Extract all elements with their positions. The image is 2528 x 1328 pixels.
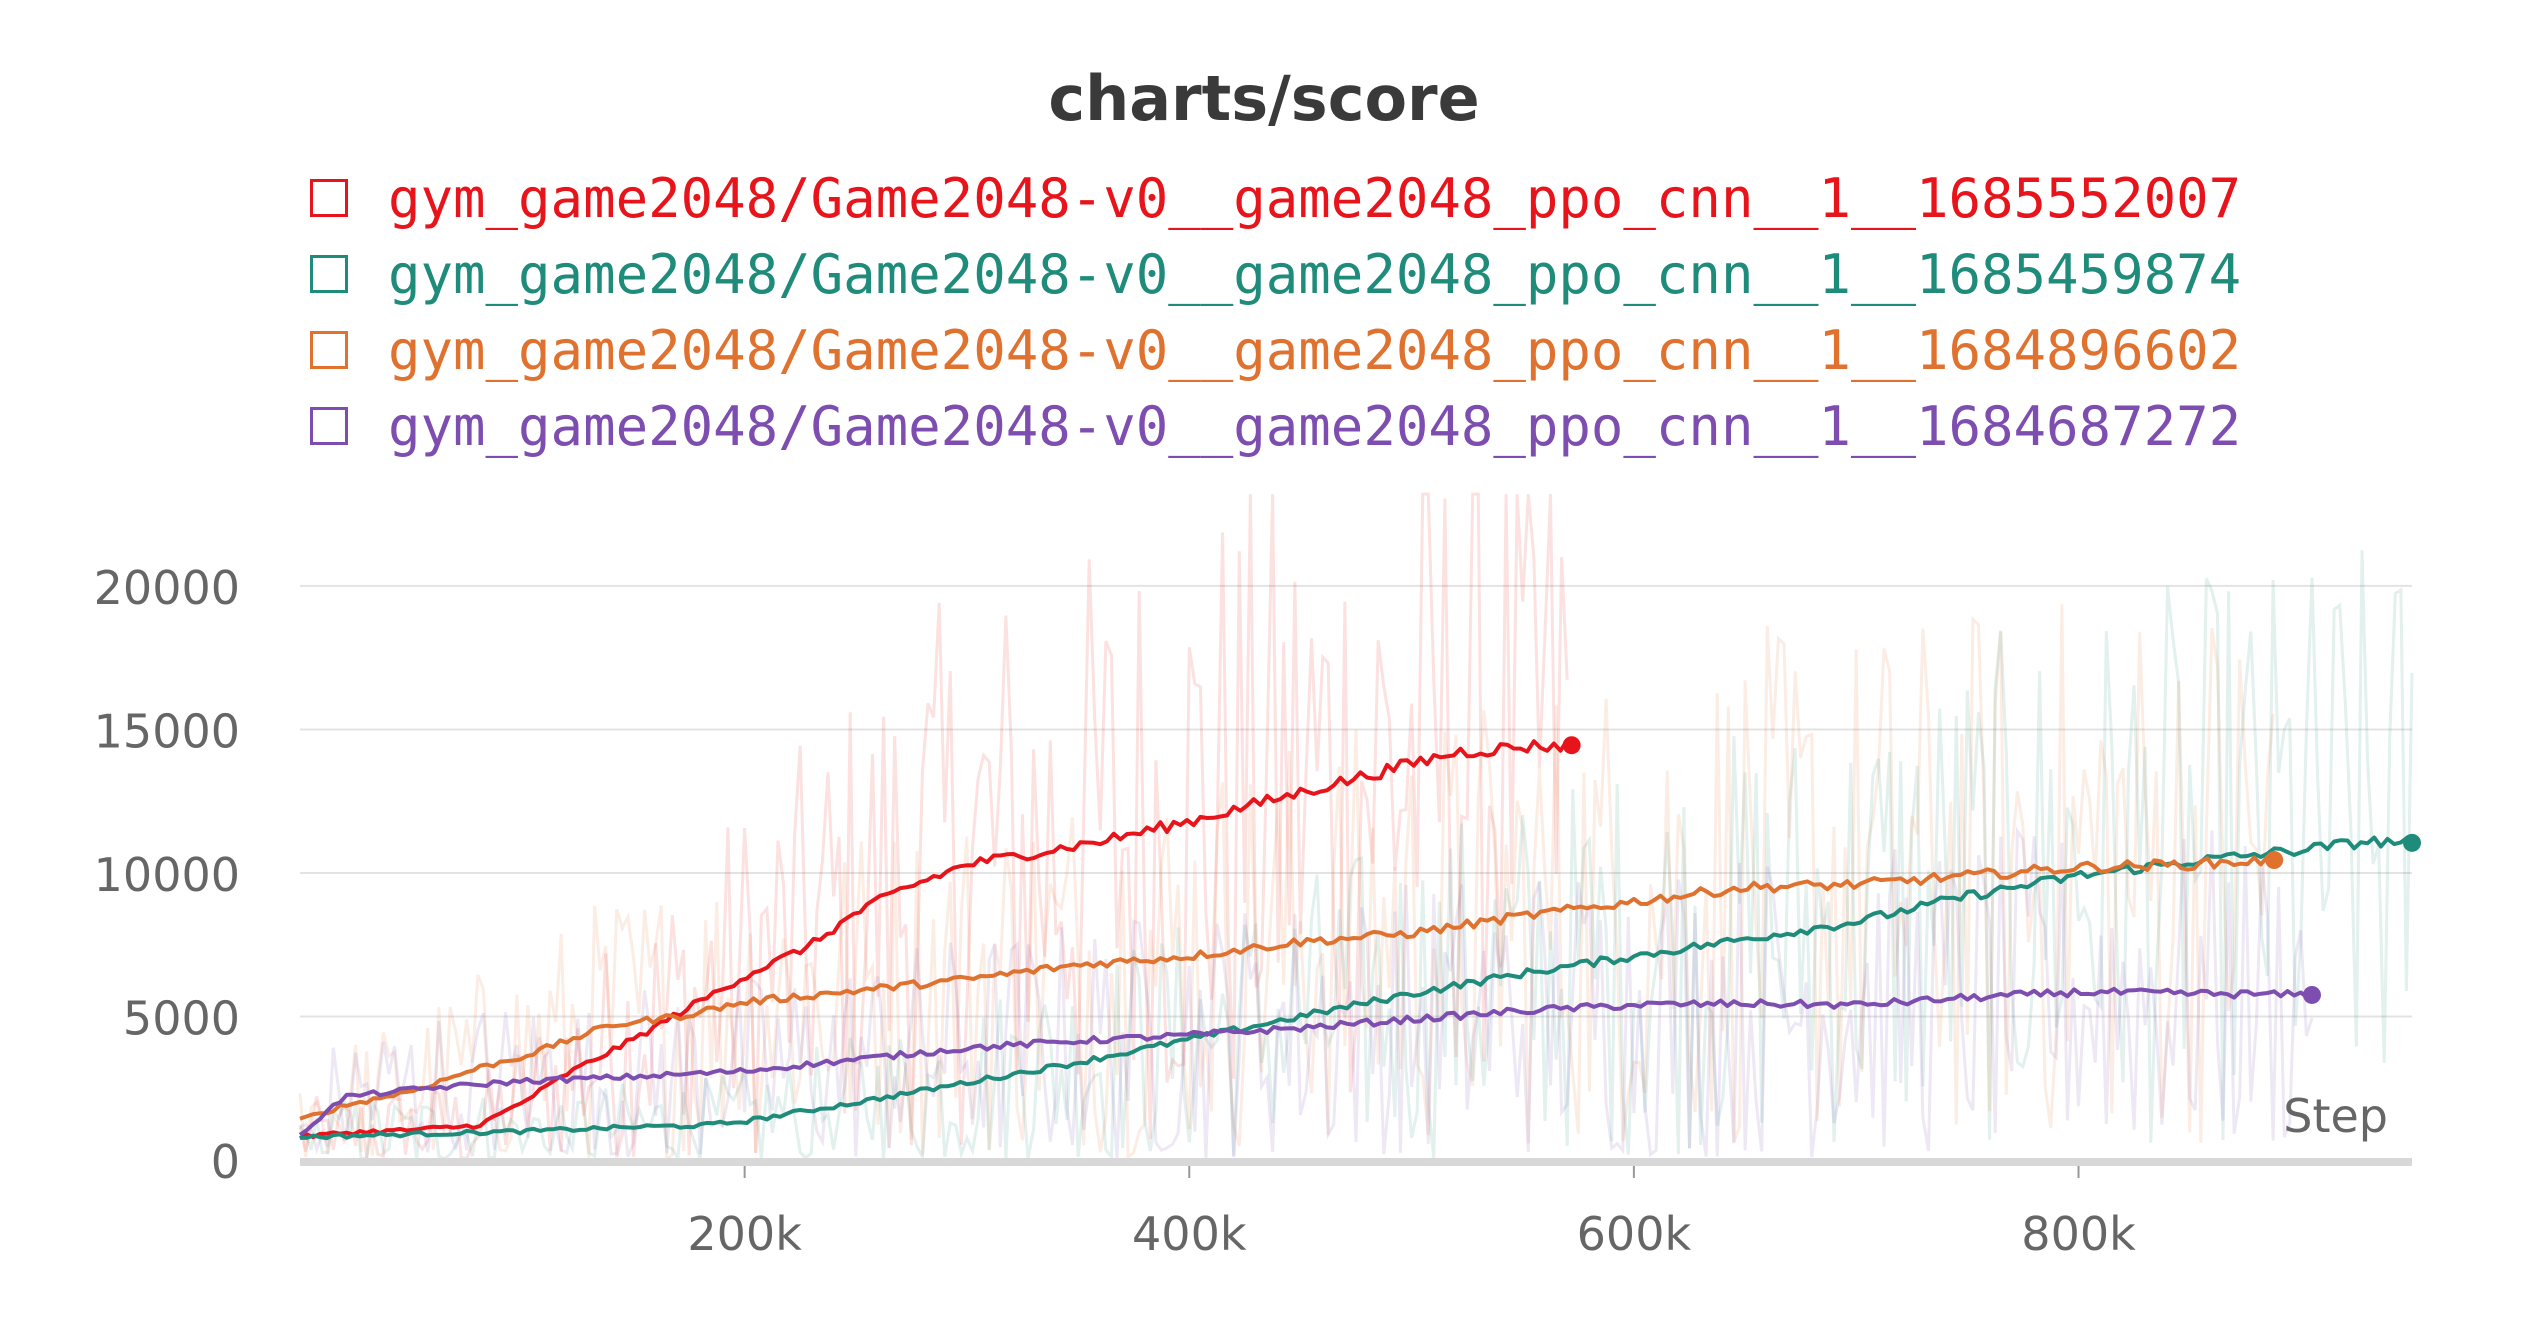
y-tick-label: 10000 bbox=[94, 848, 240, 902]
series-line bbox=[299, 835, 2414, 1141]
y-tick-label: 5000 bbox=[123, 991, 240, 1045]
x-tick-label: 200k bbox=[687, 1207, 802, 1261]
legend-item[interactable]: gym_game2048/Game2048-v0__game2048_ppo_c… bbox=[310, 388, 2241, 464]
raw-series-line bbox=[299, 550, 2414, 1163]
series-end-point bbox=[2403, 833, 2421, 852]
y-tick-label: 20000 bbox=[94, 561, 240, 615]
legend-swatch-icon bbox=[310, 255, 348, 293]
series-line bbox=[299, 853, 2277, 1121]
legend-label: gym_game2048/Game2048-v0__game2048_ppo_c… bbox=[388, 394, 2242, 458]
raw-series-line bbox=[298, 604, 2275, 1164]
x-axis-label: Step bbox=[2283, 1089, 2388, 1143]
series-end-point bbox=[2302, 985, 2321, 1004]
legend-swatch-icon bbox=[310, 407, 348, 445]
legend-swatch-icon bbox=[310, 331, 348, 369]
y-tick-label: 15000 bbox=[94, 704, 240, 758]
legend-label: gym_game2048/Game2048-v0__game2048_ppo_c… bbox=[388, 318, 2242, 382]
series-end-point bbox=[2265, 851, 2284, 870]
raw-noise-layer bbox=[298, 492, 2414, 1164]
x-tick-label: 600k bbox=[1577, 1207, 1692, 1261]
y-tick-label: 0 bbox=[211, 1135, 240, 1189]
legend-label: gym_game2048/Game2048-v0__game2048_ppo_c… bbox=[388, 166, 2242, 230]
axis-layer: 0 5000 10000 15000 20000 200k 400k 600k 800k Step bbox=[94, 561, 2412, 1261]
chart-title: charts/score bbox=[1048, 62, 1480, 135]
series-layer bbox=[298, 736, 2421, 1141]
x-tick-label: 400k bbox=[1132, 1207, 1247, 1261]
series-line bbox=[298, 738, 1574, 1141]
series-end-point bbox=[1562, 736, 1581, 755]
legend-swatch-icon bbox=[310, 179, 348, 217]
x-tick-label: 800k bbox=[2021, 1207, 2136, 1261]
series-line bbox=[298, 986, 2314, 1137]
grid-layer bbox=[300, 584, 2412, 1018]
legend-item[interactable]: gym_game2048/Game2048-v0__game2048_ppo_c… bbox=[310, 160, 2241, 236]
raw-series-line bbox=[299, 826, 2314, 1160]
legend-item[interactable]: gym_game2048/Game2048-v0__game2048_ppo_c… bbox=[310, 312, 2241, 388]
legend-label: gym_game2048/Game2048-v0__game2048_ppo_c… bbox=[388, 242, 2242, 306]
legend: gym_game2048/Game2048-v0__game2048_ppo_c… bbox=[310, 160, 2241, 464]
legend-item[interactable]: gym_game2048/Game2048-v0__game2048_ppo_c… bbox=[310, 236, 2241, 312]
